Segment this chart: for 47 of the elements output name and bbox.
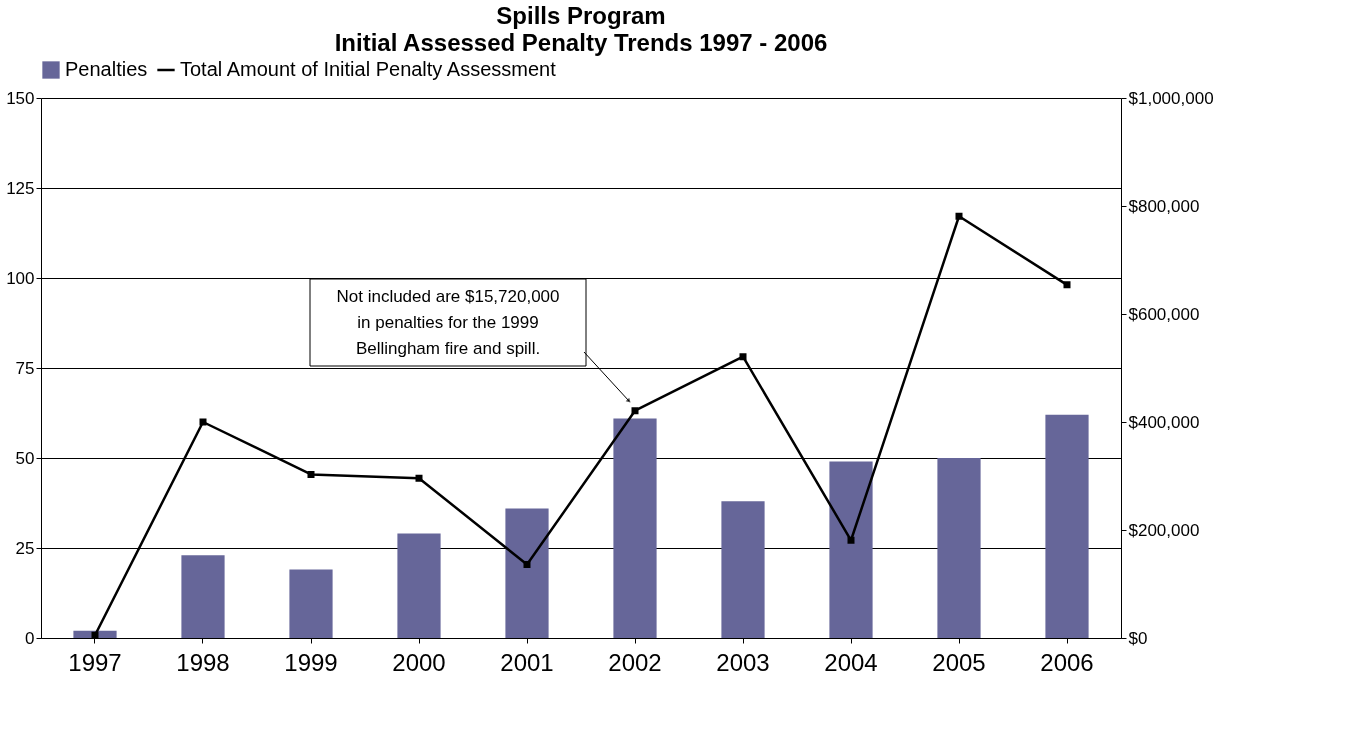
point: [415, 474, 423, 482]
y2-tick-label: $1,000,000: [1128, 88, 1214, 108]
point: [199, 418, 207, 426]
chart-title: Spills Program: [496, 2, 666, 29]
point: [523, 561, 531, 569]
x-tick-label: 1997: [68, 648, 122, 676]
bar: [829, 461, 873, 638]
y-tick-label: 100: [6, 268, 35, 288]
point: [739, 353, 747, 361]
y2-tick-label: $400,000: [1128, 412, 1200, 432]
x-tick-label: 1999: [284, 648, 338, 676]
x-tick-label: 1998: [176, 648, 230, 676]
annotation: Not included are $15,720,000 in penalties for the 1999 Bellingham fire and spill.: [336, 286, 560, 358]
x-tick-label: 2004: [824, 648, 878, 676]
bar: [181, 555, 225, 638]
point: [307, 470, 315, 478]
point: [91, 631, 99, 639]
bar: [1045, 414, 1089, 638]
x-tick-label: 2000: [392, 648, 446, 676]
y2-tick-label: $200,000: [1128, 520, 1200, 540]
y-tick-label: 50: [15, 448, 35, 468]
x-tick-label: 2002: [608, 648, 662, 676]
x-tick-label: 2001: [500, 648, 554, 676]
point: [1063, 281, 1071, 289]
bar: [397, 533, 441, 638]
x-tick-label: 2005: [932, 648, 986, 676]
chart-subtitle: Initial Assessed Penalty Trends 1997 - 2006: [334, 29, 828, 56]
point: [847, 536, 855, 544]
x-tick-label: 2003: [716, 648, 770, 676]
bar: [289, 569, 333, 638]
y-tick-label: 25: [15, 538, 35, 558]
legend-label: Penalties: [65, 58, 148, 80]
y2-tick-label: $800,000: [1128, 196, 1200, 216]
y-tick-label: 75: [15, 358, 35, 378]
y-tick-label: 150: [6, 88, 35, 108]
point: [631, 407, 639, 415]
legend-label: Total Amount of Initial Penalty Assessment: [180, 58, 557, 80]
x-tick-label: 2006: [1040, 648, 1094, 676]
point: [955, 212, 963, 220]
y-tick-label: 0: [25, 628, 35, 648]
bar: [937, 458, 981, 638]
bar: [505, 508, 549, 638]
bar: [613, 418, 657, 638]
y-tick-label: 125: [6, 178, 35, 198]
y2-tick-label: $600,000: [1128, 304, 1200, 324]
bar: [721, 501, 765, 638]
y2-tick-label: $0: [1128, 628, 1148, 648]
